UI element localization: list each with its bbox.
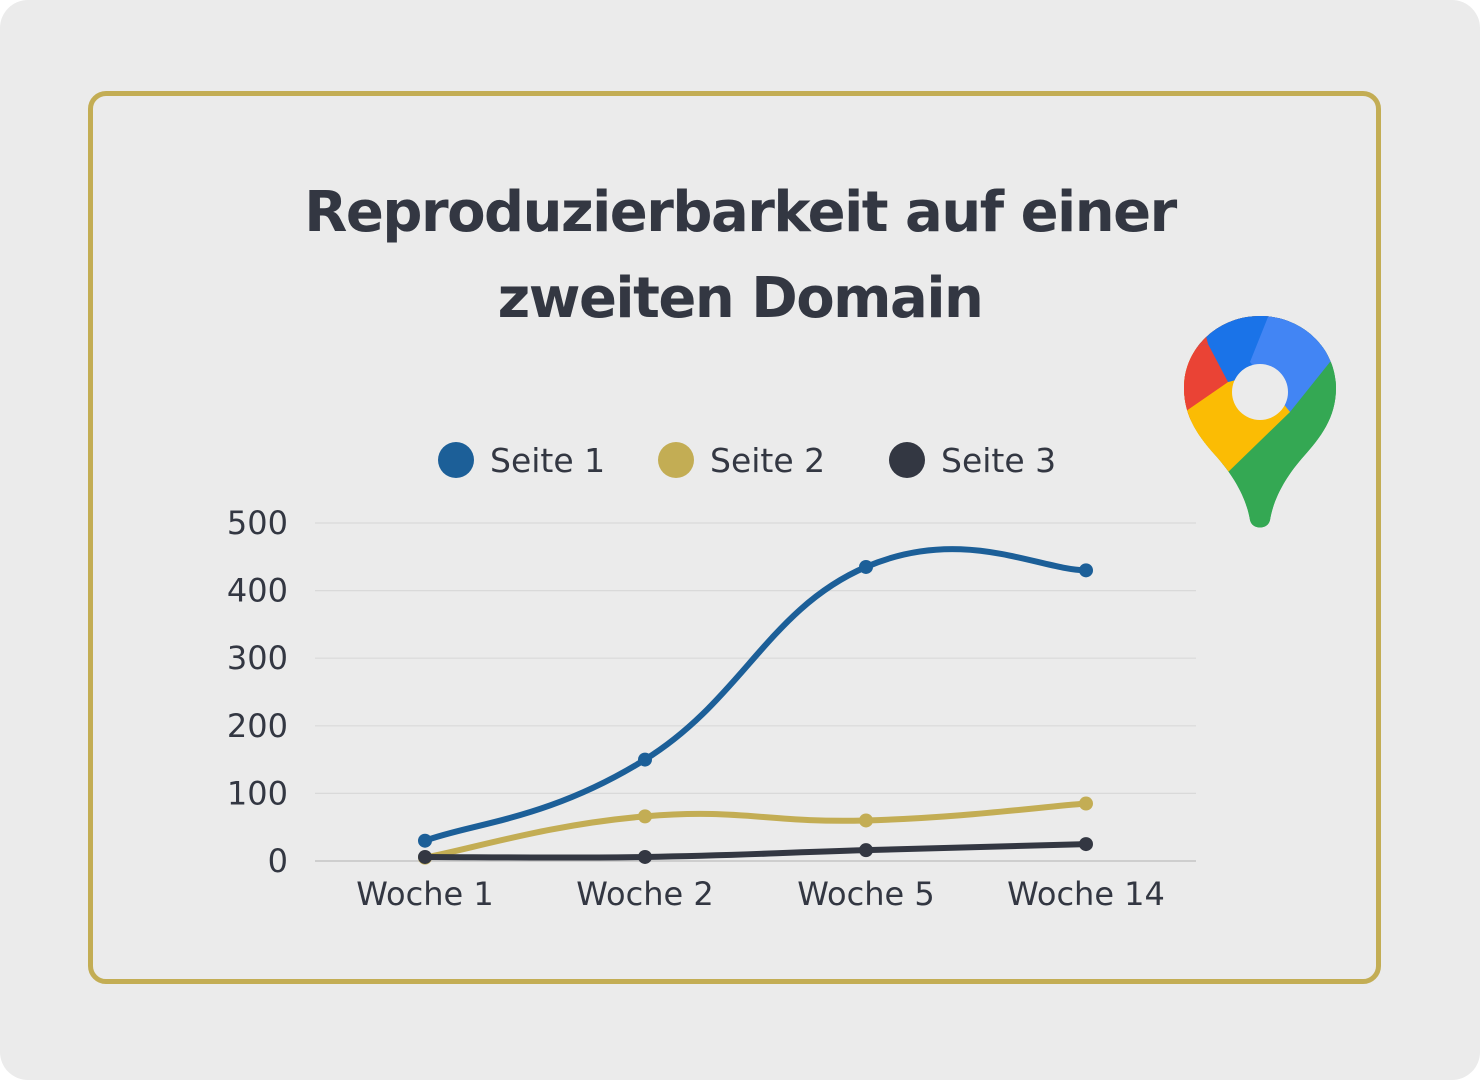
data-point [859,843,873,858]
data-point [1079,796,1093,811]
x-tick-label: Woche 14 [1007,875,1165,913]
y-axis-ticks: 0 100 200 300 400 500 [227,504,288,880]
series-line [422,546,1089,844]
legend-label: Seite 1 [490,441,605,480]
gridlines [315,522,1196,862]
legend-item: Seite 1 [438,441,605,480]
legend-label: Seite 2 [710,441,825,480]
legend: Seite 1 Seite 2 Seite 3 [438,441,1056,480]
y-tick-label: 300 [227,639,288,677]
legend-swatch [658,442,694,478]
chart-title-line-2: zweiten Domain [497,266,984,331]
chart-title: Reproduzierbarkeit auf einer zweiten Dom… [200,170,1280,342]
google-maps-pin-icon [1184,316,1336,528]
data-point [859,559,873,574]
y-tick-label: 500 [227,504,288,542]
x-axis-ticks: Woche 1 Woche 2 Woche 5 Woche 14 [356,875,1165,913]
data-point [1079,837,1093,852]
x-tick-label: Woche 5 [797,875,934,913]
data-point [1079,563,1093,578]
series-seite-3 [418,837,1093,864]
legend-swatch [889,442,925,478]
series-line [422,800,1089,861]
data-point [418,849,432,864]
data-point [638,849,652,864]
x-tick-label: Woche 2 [576,875,713,913]
legend-item: Seite 3 [889,441,1056,480]
y-tick-label: 400 [227,572,288,610]
data-point [638,809,652,824]
series-lines [418,546,1093,865]
series-seite-1 [418,546,1093,848]
x-tick-label: Woche 1 [356,875,493,913]
y-tick-label: 0 [268,842,288,880]
card-frame [88,91,1381,984]
legend-item: Seite 2 [658,441,825,480]
y-tick-label: 200 [227,707,288,745]
chart-title-line-1: Reproduzierbarkeit auf einer [304,180,1177,245]
data-point [418,833,432,848]
legend-label: Seite 3 [941,441,1056,480]
legend-swatch [438,442,474,478]
data-point [859,813,873,828]
series-line [422,841,1089,861]
data-point [638,752,652,767]
y-tick-label: 100 [227,774,288,812]
